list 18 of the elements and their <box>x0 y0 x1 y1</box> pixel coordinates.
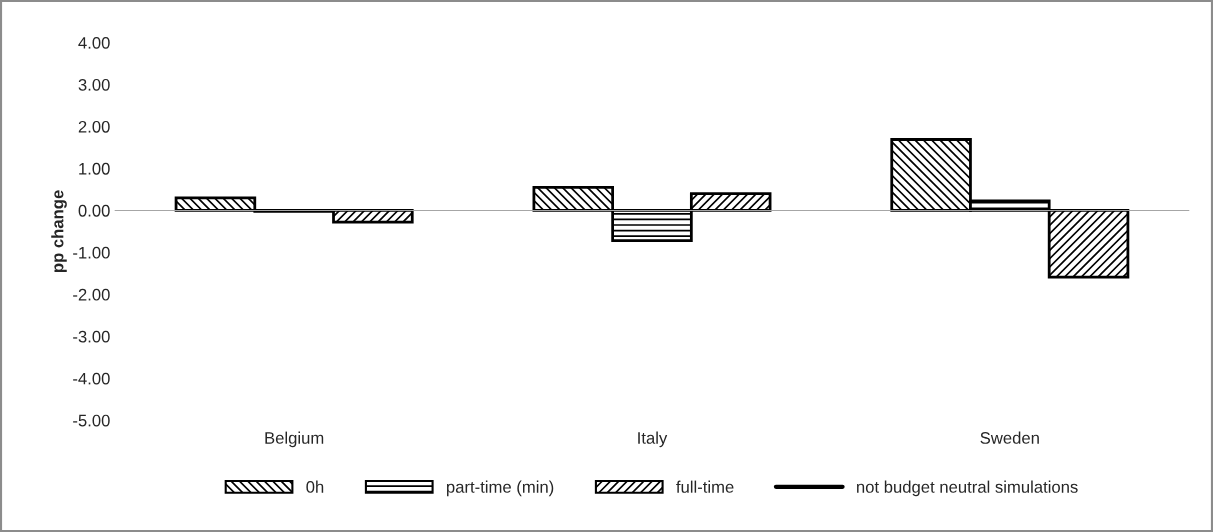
y-axis-title: pp change <box>51 190 67 272</box>
y-tick-label: 2.00 <box>78 120 110 133</box>
legend-label: not budget neutral simulations <box>857 480 1078 497</box>
legend-label: part-time (min) <box>446 480 554 497</box>
y-tick-label: 3.00 <box>78 78 110 91</box>
y-tick-label: -2.00 <box>73 288 110 301</box>
y-tick-label: 4.00 <box>78 36 110 49</box>
y-tick-label: -4.00 <box>73 372 110 385</box>
legend-label: full-time <box>676 480 734 493</box>
y-tick-label: -5.00 <box>73 414 110 427</box>
legend-label: 0h <box>306 480 324 493</box>
y-tick-label: 1.00 <box>79 162 110 175</box>
y-tick-label: -3.00 <box>73 330 110 343</box>
x-tick-label: Sweden <box>980 431 1039 444</box>
y-tick-label: 0.00 <box>78 204 110 217</box>
y-tick-label: -1.00 <box>73 246 110 259</box>
x-tick-label: Italy <box>638 431 668 448</box>
x-tick-label: Belgium <box>265 431 324 448</box>
